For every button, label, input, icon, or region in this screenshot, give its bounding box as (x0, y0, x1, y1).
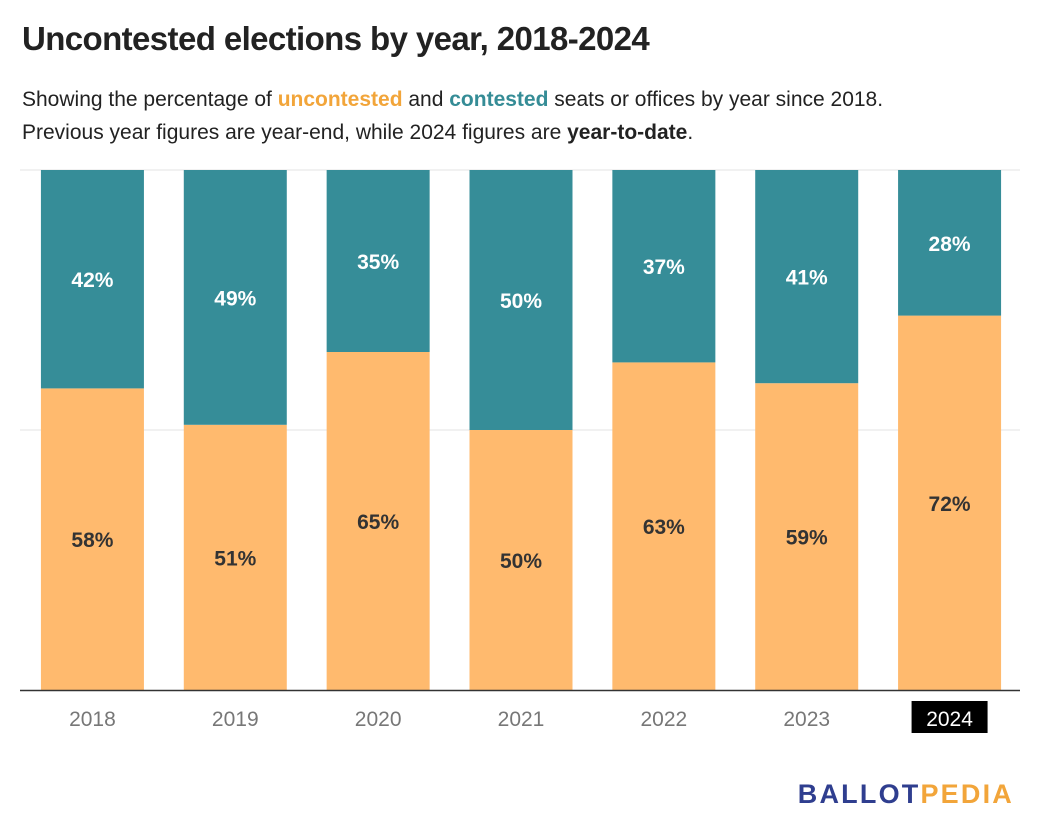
x-axis: 2018 2019 2020 2021 2022 2023 2024 (20, 689, 1020, 733)
x-tick-label-2018: 2018 (69, 708, 116, 731)
data-label-uncontested-2020: 65% (357, 511, 399, 534)
legend-keyword-contested: contested (449, 88, 549, 111)
bars (40, 170, 1002, 690)
bar-contested-2019 (183, 170, 287, 425)
data-label-uncontested-2022: 63% (643, 516, 685, 539)
data-label-uncontested-2024: 72% (929, 493, 971, 516)
subtitle-text: and (402, 88, 450, 111)
subtitle-text: Showing the percentage of (22, 88, 278, 111)
data-label-contested-2023: 41% (786, 267, 828, 290)
bar-contested-2020 (326, 170, 430, 352)
x-tick-label-2021: 2021 (498, 708, 545, 731)
data-label-contested-2019: 49% (214, 287, 256, 310)
data-label-uncontested-2023: 59% (786, 527, 828, 550)
bar-uncontested-2023 (755, 383, 859, 690)
logo-text-ballot: BALLOT (797, 779, 921, 809)
ballotpedia-logo: BALLOTPEDIA (798, 779, 1014, 810)
bar-contested-2024 (898, 170, 1002, 316)
subtitle-emphasis: year-to-date (567, 121, 688, 144)
data-label-contested-2020: 35% (357, 251, 399, 274)
bar-uncontested-2022 (612, 362, 716, 690)
tick-highlight-box (911, 701, 988, 733)
x-tick-label-2022: 2022 (640, 708, 687, 731)
data-label-uncontested-2019: 51% (214, 547, 256, 570)
x-tick-label-2024: 2024 (926, 708, 973, 731)
chart-title: Uncontested elections by year, 2018-2024 (22, 20, 650, 57)
bar-uncontested-2024 (898, 315, 1002, 690)
subtitle-text: seats or offices by year since 2018. (548, 88, 884, 111)
logo-text-pedia: PEDIA (920, 779, 1014, 809)
bar-contested-2023 (755, 170, 859, 384)
legend-keyword-uncontested: uncontested (277, 88, 403, 111)
data-label-uncontested-2018: 58% (71, 529, 113, 552)
x-tick-label-2023: 2023 (783, 708, 830, 731)
x-tick-label-2019: 2019 (212, 708, 259, 731)
bar-uncontested-2019 (183, 424, 287, 690)
data-label-contested-2024: 28% (929, 233, 971, 256)
data-label-uncontested-2021: 50% (500, 550, 542, 573)
bar-contested-2022 (612, 170, 716, 363)
bar-uncontested-2020 (326, 352, 430, 690)
chart-subtitle: Showing the percentage of uncontested an… (22, 83, 1022, 149)
data-labels: 58% 42% 51% 49% 65% 35% 50% 50% 63% 37% 59% 41% 72% 2… (71, 233, 971, 573)
subtitle-text: . (687, 121, 694, 144)
bar-uncontested-2021 (469, 430, 573, 690)
data-label-contested-2018: 42% (71, 269, 113, 292)
subtitle-text: Previous year figures are year-end, whil… (22, 121, 568, 144)
data-label-contested-2021: 50% (500, 290, 542, 313)
data-label-contested-2022: 37% (643, 256, 685, 279)
stacked-bar-chart: 58% 42% 51% 49% 65% 35% 50% 50% 63% 37% 59% 41% 72% 2… (20, 169, 1020, 733)
subtitle-line-1: Showing the percentage of uncontested an… (22, 83, 1022, 116)
bar-uncontested-2018 (40, 388, 144, 690)
bar-contested-2018 (40, 170, 144, 389)
subtitle-line-2: Previous year figures are year-end, whil… (22, 116, 1022, 149)
bar-contested-2021 (469, 170, 573, 430)
x-tick-label-2020: 2020 (355, 708, 402, 731)
